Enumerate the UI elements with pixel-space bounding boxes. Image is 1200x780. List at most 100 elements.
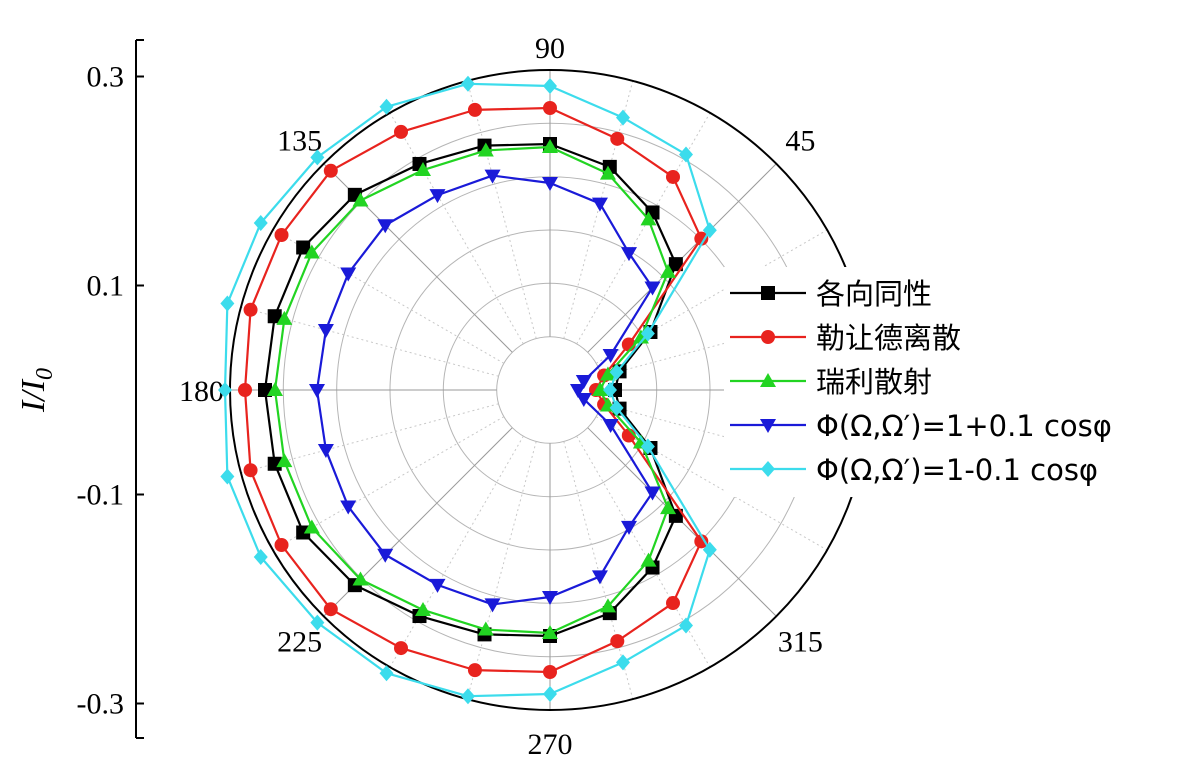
legend-label: 瑞利散射 — [816, 365, 932, 399]
data-point — [591, 197, 608, 212]
data-point — [761, 330, 775, 344]
data-point — [238, 383, 252, 397]
data-point — [599, 165, 616, 180]
data-point — [467, 663, 482, 678]
data-point — [377, 548, 394, 563]
grid-spoke — [389, 435, 524, 668]
data-point — [543, 665, 557, 679]
grid-spoke — [576, 112, 711, 345]
data-point — [276, 310, 293, 325]
data-point — [484, 598, 501, 613]
angle-tick-label: 270 — [528, 728, 573, 761]
data-point — [609, 364, 624, 381]
data-point — [415, 162, 431, 177]
data-point — [220, 468, 235, 485]
legend-item: 瑞利散射 — [730, 365, 932, 399]
legend-label: Φ(Ω,Ω′)=1+0.1 cosφ — [816, 409, 1112, 443]
angle-tick-label: 180 — [179, 375, 224, 408]
data-point — [602, 419, 619, 433]
y-tick-label: 0.1 — [87, 270, 125, 303]
data-point — [317, 444, 334, 459]
data-point — [694, 534, 709, 549]
data-point — [352, 571, 369, 586]
angle-tick-label: 135 — [277, 125, 322, 158]
grid-spoke — [466, 80, 537, 339]
y-axis: 0.3 0.1 -0.1 -0.3 — [77, 39, 144, 739]
data-point — [429, 578, 446, 593]
data-point — [592, 382, 608, 396]
data-point — [477, 142, 494, 157]
data-point — [666, 169, 680, 184]
legend-label: 勒让德离散 — [816, 321, 961, 355]
data-point — [317, 323, 334, 338]
data-point — [570, 384, 586, 398]
data-point — [542, 139, 558, 153]
data-series — [218, 75, 717, 705]
data-point — [310, 149, 325, 166]
data-point — [660, 263, 677, 278]
y-axis-label-main: I/I — [15, 378, 52, 413]
data-point — [621, 247, 637, 262]
data-point — [309, 384, 325, 398]
data-point — [668, 257, 683, 272]
data-point — [379, 665, 394, 682]
data-point — [267, 382, 283, 396]
data-point — [610, 634, 625, 649]
data-point — [323, 163, 338, 178]
data-point — [394, 641, 408, 656]
data-point — [760, 419, 776, 433]
grid-ring — [496, 336, 604, 444]
data-point — [220, 295, 235, 312]
data-point — [761, 286, 775, 300]
data-point — [599, 366, 616, 381]
data-point — [484, 169, 501, 184]
data-point — [276, 453, 293, 468]
data-point — [694, 231, 709, 246]
legend-label: 各向同性 — [816, 277, 932, 311]
data-point — [460, 75, 475, 92]
data-point — [760, 373, 776, 387]
data-point — [352, 192, 369, 207]
series-4 — [218, 75, 717, 705]
data-point — [591, 570, 608, 585]
data-point — [610, 131, 625, 146]
data-point — [761, 461, 775, 477]
data-point — [609, 399, 624, 416]
data-point — [253, 215, 268, 231]
data-point — [640, 438, 655, 455]
data-point — [310, 614, 325, 631]
data-point — [679, 146, 693, 163]
data-point — [415, 601, 431, 616]
data-point — [477, 621, 494, 636]
grid-spoke — [576, 435, 711, 668]
angle-tick-label: 90 — [535, 32, 565, 65]
data-point — [274, 228, 289, 242]
data-point — [666, 596, 680, 611]
data-point — [218, 382, 232, 398]
data-point — [542, 591, 558, 605]
data-point — [615, 109, 630, 126]
data-point — [267, 309, 282, 324]
data-point — [379, 98, 394, 115]
data-point — [575, 374, 592, 389]
data-point — [267, 456, 282, 471]
angle-labels: 45 90 135 180 225 270 315 — [179, 32, 823, 761]
data-point — [644, 281, 661, 296]
data-point — [542, 177, 558, 191]
data-point — [429, 189, 446, 204]
data-point — [253, 549, 268, 565]
data-point — [296, 240, 311, 255]
data-point — [543, 686, 557, 702]
angle-tick-label: 315 — [778, 625, 823, 658]
y-tick-label: -0.1 — [77, 479, 125, 512]
data-point — [621, 520, 637, 535]
data-point — [543, 101, 557, 115]
data-point — [599, 598, 616, 613]
data-point — [640, 211, 657, 226]
data-point — [543, 78, 557, 94]
data-point — [394, 124, 408, 139]
data-point — [303, 519, 320, 534]
data-point — [542, 625, 558, 639]
